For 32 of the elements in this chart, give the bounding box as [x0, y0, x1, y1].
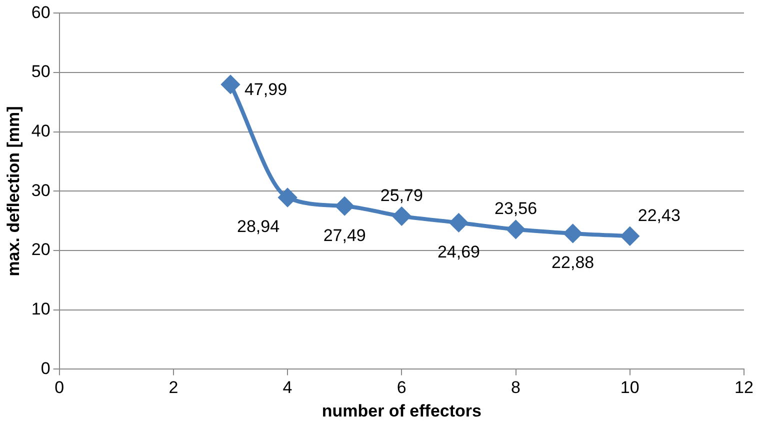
x-tick-label: 2 [168, 378, 178, 398]
point [392, 207, 411, 226]
y-tick-label: 0 [40, 358, 50, 378]
data-label: 23,56 [494, 199, 538, 218]
point [221, 75, 240, 94]
x-axis-title: number of effectors [322, 401, 482, 420]
y-tick-label: 10 [31, 300, 50, 319]
y-tick-label: 50 [31, 62, 50, 82]
y-axis-title: max. deflection [mm] [4, 106, 23, 276]
x-tick-label: 10 [620, 378, 640, 398]
x-tick-label: 8 [511, 378, 521, 398]
data-label: 28,94 [236, 217, 280, 236]
x-tick-label: 4 [282, 378, 292, 398]
x-tick-label: 0 [54, 378, 64, 398]
point [620, 227, 639, 246]
point [506, 220, 525, 238]
x-tick-label: 12 [734, 378, 754, 398]
y-tick-label: 20 [31, 240, 50, 260]
data-label: 22,88 [552, 253, 594, 272]
x-tick-label: 6 [396, 378, 406, 398]
data-label: 24,69 [437, 242, 480, 262]
point [336, 197, 354, 216]
y-tick-label: 60 [31, 2, 50, 22]
data-label: 27,49 [323, 226, 366, 245]
point [450, 214, 468, 232]
y-tick-label: 30 [31, 180, 50, 200]
data-label: 25,79 [380, 186, 423, 205]
point [278, 188, 297, 206]
y-tick-label: 40 [31, 122, 50, 141]
data-label: 22,43 [638, 206, 680, 225]
point [564, 224, 582, 242]
data-label: 47,99 [244, 80, 288, 100]
